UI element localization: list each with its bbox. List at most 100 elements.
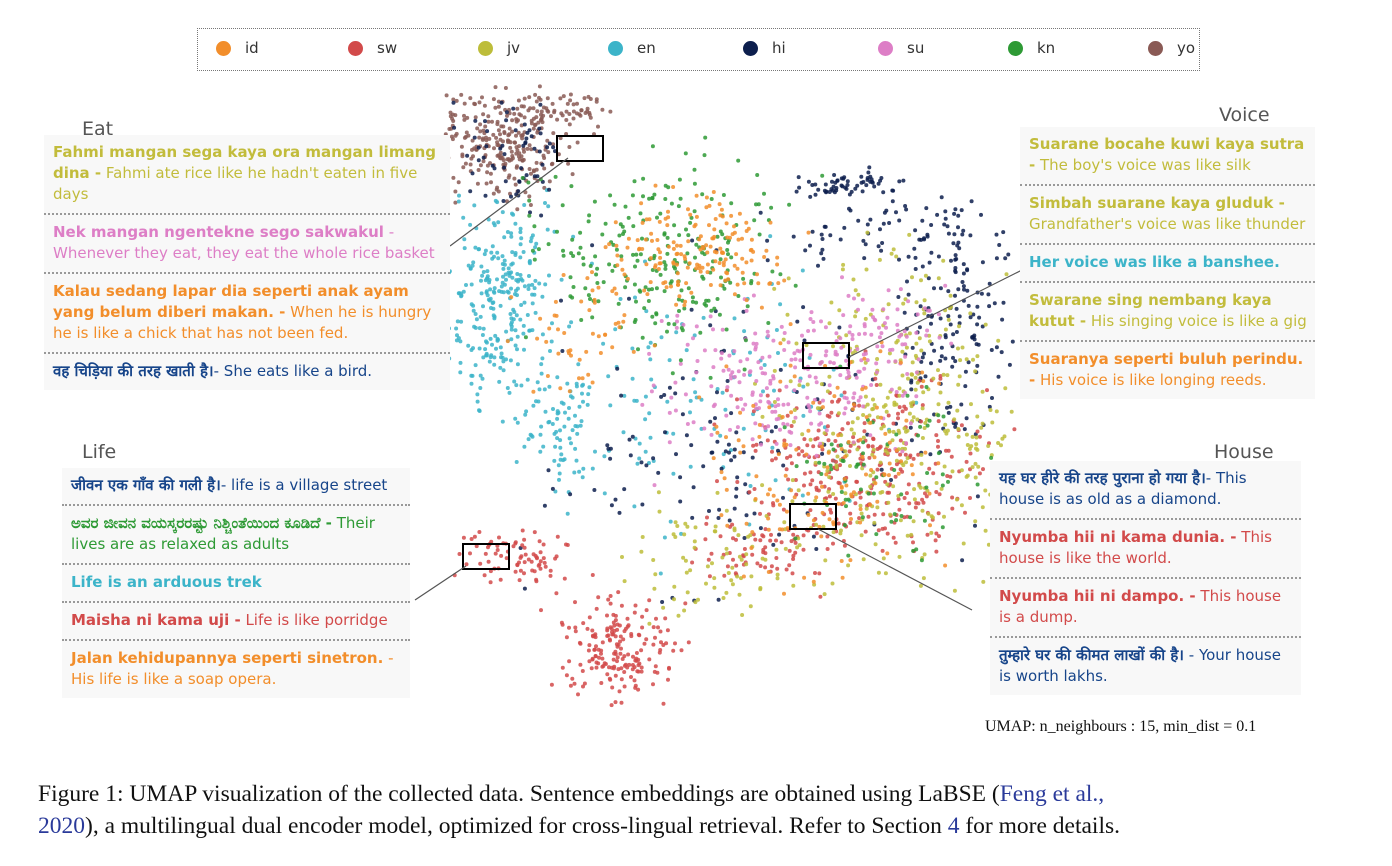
scatter-point-sw [872, 512, 877, 517]
scatter-point-yo [571, 102, 576, 107]
scatter-point-id [841, 501, 846, 505]
scatter-point-jv [912, 487, 917, 492]
scatter-point-en [618, 297, 623, 301]
scatter-point-hi [954, 330, 959, 334]
scatter-point-en [632, 504, 637, 509]
section-link[interactable]: 4 [947, 813, 960, 839]
scatter-point-en [478, 314, 483, 319]
scatter-point-hi [845, 179, 850, 184]
scatter-point-su [889, 387, 894, 392]
scatter-point-yo [514, 151, 519, 156]
scatter-point-sw [511, 544, 516, 549]
scatter-point-en [490, 342, 494, 347]
scatter-point-yo [539, 109, 544, 114]
scatter-point-jv [912, 497, 917, 502]
scatter-point-en [481, 326, 486, 331]
scatter-point-sw [903, 406, 908, 411]
scatter-point-hi [708, 323, 713, 328]
scatter-point-en [539, 371, 544, 376]
scatter-point-id [596, 285, 601, 290]
scatter-point-sw [862, 421, 867, 426]
scatter-point-su [685, 342, 690, 347]
scatter-point-sw [639, 665, 644, 670]
scatter-point-hi [617, 510, 622, 515]
citation-year-link[interactable]: 2020 [38, 813, 85, 839]
scatter-point-kn [650, 314, 655, 319]
voice-entry-jv: Suarane bocahe kuwi kaya sutra - The boy… [1020, 127, 1315, 186]
scatter-point-yo [520, 136, 525, 141]
scatter-point-hi [811, 534, 816, 539]
scatter-point-en [501, 274, 505, 279]
scatter-point-id [811, 579, 816, 584]
scatter-point-id [744, 229, 749, 233]
scatter-point-yo [579, 108, 584, 113]
scatter-point-su [937, 335, 942, 340]
scatter-point-en [483, 248, 488, 253]
scatter-point-hi [868, 217, 873, 222]
scatter-point-hi [729, 411, 734, 416]
scatter-point-id [650, 238, 654, 243]
scatter-point-id [909, 463, 914, 468]
scatter-point-id [831, 522, 836, 527]
scatter-point-su [793, 365, 798, 370]
scatter-point-en [807, 355, 812, 360]
scatter-point-sw [576, 692, 580, 697]
scatter-point-su [818, 441, 823, 446]
scatter-point-kn [694, 242, 699, 247]
scatter-point-sw [468, 551, 472, 556]
scatter-point-jv [875, 357, 880, 361]
scatter-point-jv [914, 300, 919, 305]
scatter-point-sw [808, 508, 813, 513]
scatter-point-su [786, 402, 791, 407]
scatter-point-kn [665, 235, 670, 240]
scatter-point-yo [478, 129, 483, 134]
scatter-point-jv [956, 427, 961, 431]
scatter-point-kn [581, 262, 586, 267]
scatter-point-yo [527, 95, 532, 100]
scatter-point-jv [903, 446, 907, 451]
scatter-point-en [668, 519, 673, 524]
scatter-point-su [768, 378, 773, 383]
scatter-point-yo [481, 159, 486, 164]
scatter-point-kn [641, 176, 646, 181]
scatter-point-sw [542, 560, 547, 565]
scatter-point-jv [952, 588, 957, 593]
scatter-point-su [763, 426, 768, 431]
scatter-point-en [502, 235, 507, 240]
scatter-point-jv [860, 466, 865, 471]
scatter-point-jv [964, 474, 969, 479]
scatter-point-en [543, 282, 548, 287]
scatter-point-kn [840, 458, 845, 463]
scatter-point-kn [569, 184, 574, 189]
scatter-point-hi [965, 268, 970, 273]
scatter-point-yo [478, 163, 483, 168]
scatter-point-en [546, 204, 551, 209]
scatter-point-hi [820, 247, 825, 252]
scatter-point-sw [615, 644, 620, 649]
scatter-point-id [735, 282, 740, 287]
scatter-point-su [877, 335, 882, 340]
scatter-point-hi [794, 189, 799, 194]
legend: id sw jv en hi su kn yo [197, 28, 1200, 71]
scatter-point-jv [915, 417, 920, 422]
scatter-point-yo [549, 114, 553, 119]
scatter-point-jv [906, 376, 910, 381]
scatter-point-hi [861, 180, 866, 184]
scatter-point-sw [774, 538, 778, 543]
scatter-point-en [521, 331, 526, 336]
scatter-point-sw [894, 393, 899, 398]
scatter-point-hi [606, 446, 611, 451]
scatter-point-kn [662, 289, 667, 294]
scatter-point-id [776, 281, 781, 286]
scatter-point-en [914, 400, 919, 405]
scatter-point-hi [929, 361, 933, 366]
scatter-point-hi [855, 183, 860, 188]
scatter-point-id [836, 433, 841, 438]
scatter-point-sw [664, 641, 669, 646]
scatter-point-en [496, 220, 501, 225]
citation-link[interactable]: Feng et al., [999, 781, 1105, 807]
scatter-point-hi [498, 146, 503, 151]
scatter-point-sw [564, 673, 569, 678]
scatter-point-id [688, 212, 693, 217]
scatter-point-en [489, 250, 494, 255]
